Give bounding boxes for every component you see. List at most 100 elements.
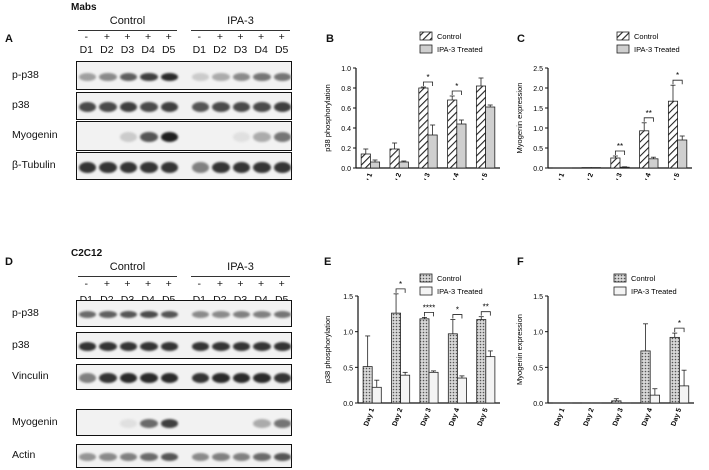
treatment-marker: +	[237, 278, 244, 290]
blot-band	[232, 102, 251, 112]
y-tick-label: 0.0	[533, 401, 543, 408]
blot-strip	[76, 92, 292, 120]
y-tick-label: 0.5	[533, 365, 543, 372]
x-tick-label: Day 5	[477, 172, 490, 180]
group-underline	[191, 276, 290, 277]
y-tick-label: 0.5	[533, 146, 543, 153]
significance-label: *	[426, 73, 429, 82]
legend-label: IPA-3 Treated	[634, 45, 680, 54]
day-label: D3	[120, 44, 135, 56]
blot-band	[191, 102, 209, 112]
blot-band	[140, 373, 158, 383]
legend-label: IPA-3 Treated	[631, 287, 677, 296]
y-tick-label: 0.0	[341, 166, 351, 173]
blot-band	[232, 453, 251, 461]
y-tick-label: 0.5	[343, 365, 353, 372]
blot-band	[78, 311, 96, 318]
x-tick-label: Day 5	[670, 407, 683, 427]
bar-control	[360, 153, 371, 169]
blot-band	[212, 72, 230, 81]
blot-band	[274, 311, 292, 318]
significance-label: **	[646, 109, 652, 118]
blot-band	[253, 419, 271, 428]
bar-ipa3	[648, 158, 659, 169]
treatment-marker: +	[278, 278, 285, 290]
x-tick-label: Day 4	[641, 407, 654, 427]
blot-band	[191, 72, 209, 81]
significance-bracket	[452, 314, 463, 319]
significance-bracket	[674, 327, 685, 333]
treatment-marker: +	[278, 31, 285, 43]
treatment-marker: +	[258, 31, 265, 43]
day-label: D3	[233, 44, 248, 56]
x-tick-label: Day 4	[448, 172, 461, 180]
blot-strip	[76, 121, 292, 151]
bar-control	[640, 350, 651, 404]
blot-band	[232, 373, 251, 383]
blot-row-label: Myogenin	[12, 415, 58, 428]
legend-label: Control	[437, 274, 462, 283]
blot-band	[253, 161, 271, 173]
day-label: D5	[274, 44, 289, 56]
bar-control	[419, 318, 430, 404]
blot-band	[274, 132, 292, 142]
blot-strip	[76, 61, 292, 90]
bar-control	[639, 130, 650, 169]
bar-control	[389, 148, 400, 169]
blot-band	[140, 72, 158, 81]
western-blot-panel-a: Mabs Control IPA-3- D1 + D2 + D3 + D4 + D5- D1 + D2 + D3…	[0, 0, 310, 200]
y-tick-label: 0.6	[341, 106, 351, 113]
day-label: D4	[254, 44, 268, 56]
y-axis-label: p38 phosphorylation	[323, 84, 332, 152]
y-tick-label: 0.2	[341, 146, 351, 153]
x-tick-label: Day 2	[392, 407, 405, 427]
treatment-marker: +	[165, 278, 172, 290]
x-tick-label: Day 3	[419, 172, 432, 180]
blot-band	[253, 102, 271, 112]
legend-label: Control	[631, 274, 656, 283]
significance-bracket	[451, 90, 462, 95]
bar-ipa3	[649, 394, 660, 404]
bar-ipa3	[677, 139, 688, 169]
legend-swatch	[419, 273, 433, 283]
y-tick-label: 0.4	[341, 126, 351, 133]
blot-band	[161, 453, 179, 461]
blot-title: C2C12	[71, 248, 103, 259]
significance-bracket	[422, 81, 434, 86]
blot-band	[99, 72, 117, 81]
blot-band	[212, 373, 230, 383]
blot-strip	[76, 444, 292, 468]
blot-band	[119, 342, 138, 351]
y-tick-label: 1.0	[341, 66, 351, 73]
bar-control	[362, 366, 373, 404]
bar-control	[447, 99, 458, 169]
blot-band	[274, 453, 292, 461]
treatment-marker: +	[124, 278, 131, 290]
y-tick-label: 0.0	[533, 166, 543, 173]
blot-band	[78, 373, 96, 383]
y-tick-label: 0.0	[343, 401, 353, 408]
y-tick-label: 1.0	[533, 330, 543, 337]
bar-ipa3	[371, 386, 382, 404]
y-axis-label: Myogenin expression	[515, 314, 524, 385]
blot-band	[212, 453, 230, 461]
blot-band	[140, 102, 158, 112]
chart-b: 0.0 0.2 0.4 0.6 0.8 1.0 p38 phosphorylation Day…	[323, 31, 500, 180]
bar-control	[475, 85, 487, 169]
blot-band	[232, 72, 251, 81]
chart-c: 0.0 0.5 1.0 1.5 2.0 2.5 Myogenin expression Day…	[515, 31, 692, 180]
blot-row-label: Vinculin	[12, 370, 49, 382]
blot-band	[253, 342, 271, 351]
day-label: D1	[79, 44, 94, 56]
bar-ipa3	[427, 134, 438, 169]
panel-letter-b: B	[326, 33, 334, 45]
bar-ipa3	[456, 123, 467, 169]
blot-band	[119, 161, 138, 173]
y-tick-label: 1.5	[343, 294, 353, 301]
blot-band	[119, 311, 138, 318]
treatment-marker: -	[197, 278, 202, 290]
bar-control	[610, 157, 621, 169]
blot-band	[232, 342, 251, 351]
treatment-marker: -	[84, 31, 89, 43]
significance-bracket	[672, 79, 683, 85]
